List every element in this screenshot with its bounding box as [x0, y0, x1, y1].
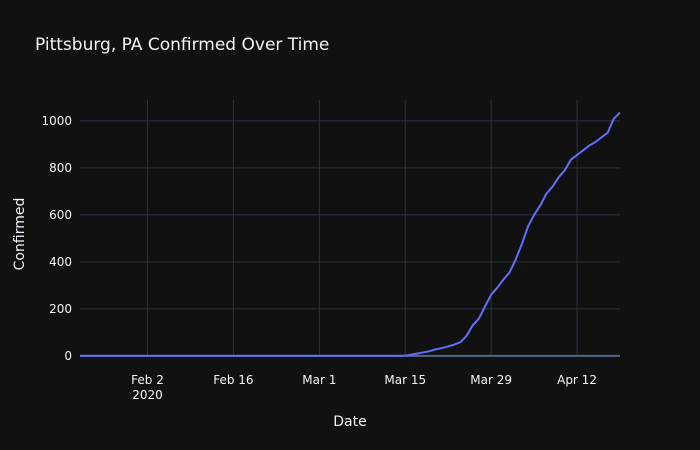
- line-series: [80, 111, 621, 357]
- y-tick-label: 0: [64, 349, 72, 363]
- y-tick-label: 400: [49, 255, 72, 269]
- x-tick-label: Feb 16: [213, 373, 253, 387]
- x-axis-label: Date: [333, 414, 366, 430]
- y-axis-label: Confirmed: [12, 198, 28, 271]
- x-tick-label: Mar 1: [302, 373, 336, 387]
- y-tick-label: 600: [49, 208, 72, 222]
- y-tick-label: 200: [49, 302, 72, 316]
- y-tick-label: 800: [49, 161, 72, 175]
- x-tick-label: Mar 29: [470, 373, 512, 387]
- y-tick-label: 1000: [41, 114, 72, 128]
- x-tick-label: Feb 2 2020: [131, 373, 164, 402]
- chart-title: Pittsburg, PA Confirmed Over Time: [35, 35, 329, 55]
- x-tick-label: Mar 15: [384, 373, 426, 387]
- x-tick-label: Apr 12: [557, 373, 597, 387]
